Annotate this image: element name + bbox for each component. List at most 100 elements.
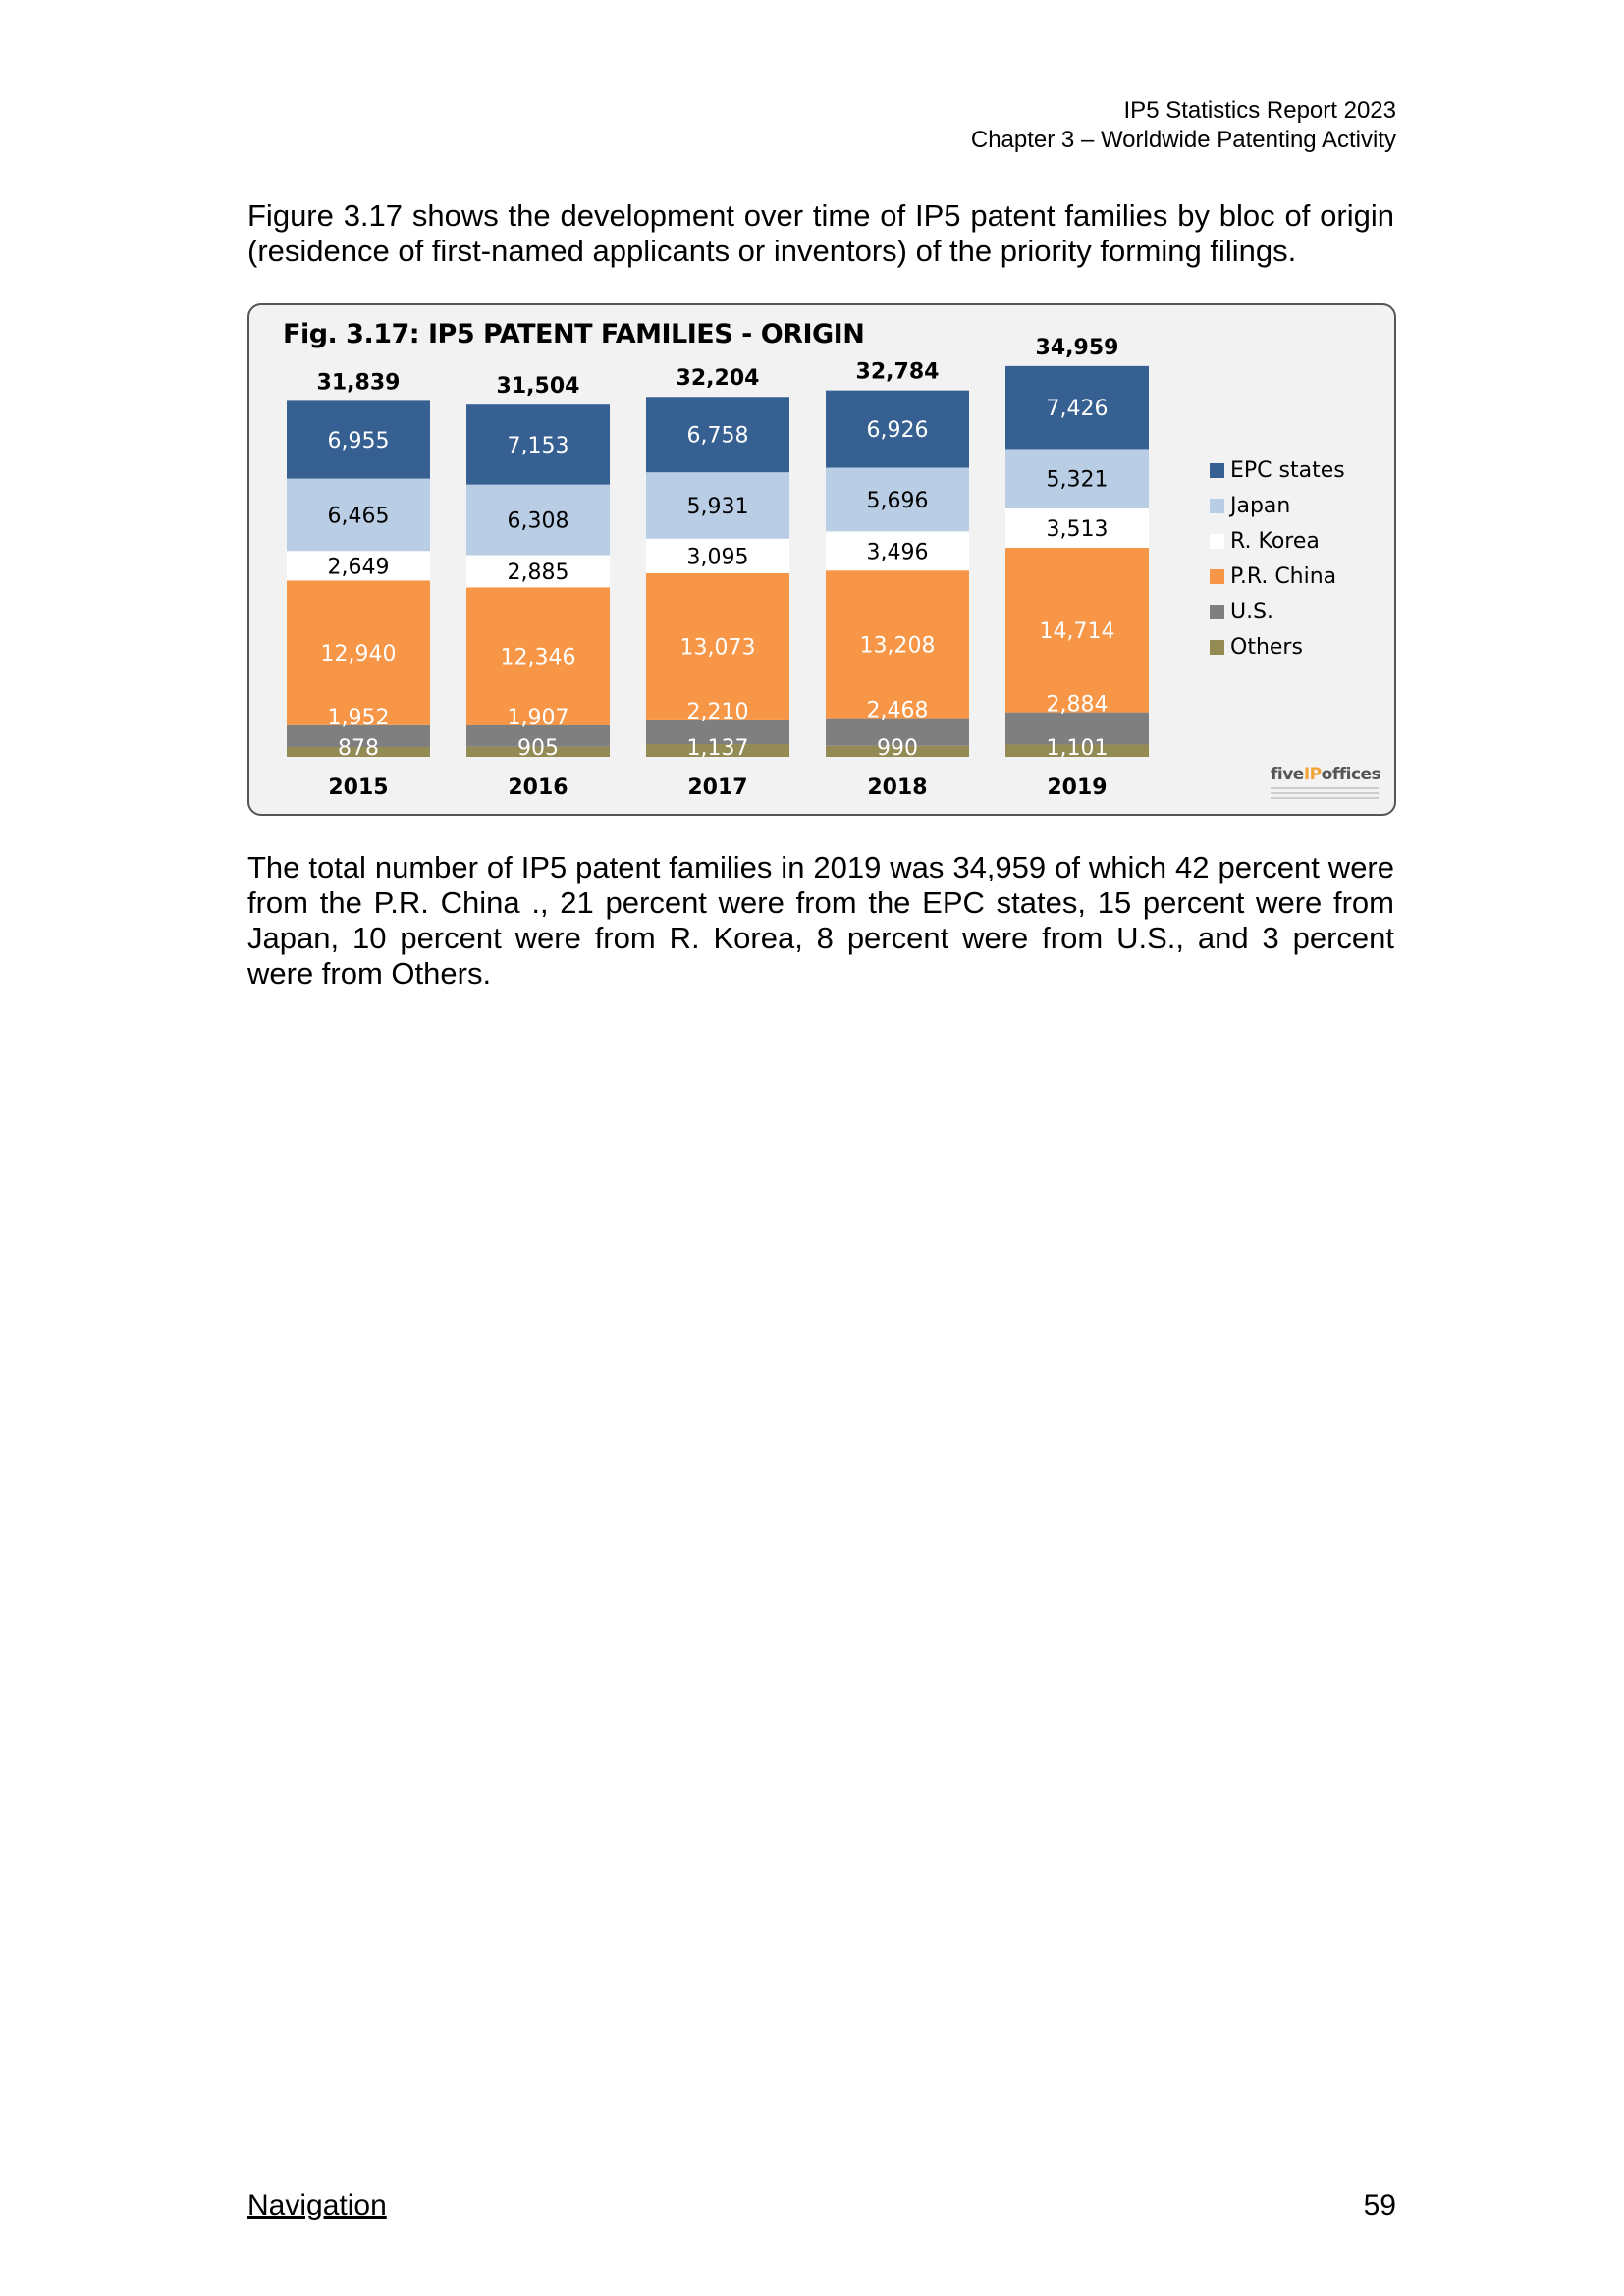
page-number: 59 xyxy=(1363,2189,1396,2221)
logo-text-five: five xyxy=(1271,765,1304,784)
x-tick-label: 2019 xyxy=(1047,775,1107,800)
segment-label: 6,465 xyxy=(328,504,390,528)
chapter-title: Chapter 3 – Worldwide Patenting Activity xyxy=(970,127,1396,153)
segment-label: 6,955 xyxy=(328,429,390,454)
segment-label: 6,308 xyxy=(508,509,569,534)
segment-label: 3,513 xyxy=(1047,517,1109,542)
bar-segment xyxy=(646,472,789,539)
figure-panel: Fig. 3.17: IP5 PATENT FAMILIES - ORIGIN … xyxy=(247,303,1396,816)
legend-label: R. Korea xyxy=(1230,528,1320,554)
logo-text-ip: IP xyxy=(1303,765,1322,784)
bar-segment xyxy=(1005,548,1149,713)
stacked-bar-chart: 878 1,952 12,940 2,649 6,465 6,955 31,839 2015 9… xyxy=(287,336,1149,800)
bar-segment xyxy=(1005,712,1149,745)
segment-label: 2,885 xyxy=(508,561,569,585)
bar-segment xyxy=(287,478,430,552)
segment-label: 7,153 xyxy=(508,434,569,458)
intro-paragraph: Figure 3.17 shows the development over t… xyxy=(247,198,1394,268)
bar-segment xyxy=(287,747,430,757)
total-label: 32,204 xyxy=(677,366,760,391)
segment-label: 5,696 xyxy=(867,489,929,513)
segment-label: 1,952 xyxy=(328,706,390,730)
bar-segment xyxy=(826,745,969,757)
segment-label: 12,940 xyxy=(321,642,397,667)
legend-swatch xyxy=(1210,498,1224,513)
segment-label: 2,884 xyxy=(1047,693,1109,718)
bar-segment xyxy=(466,484,610,556)
bar-segment xyxy=(826,390,969,468)
bar-segment xyxy=(646,719,789,745)
bar-segment xyxy=(646,397,789,473)
legend-label: U.S. xyxy=(1230,599,1274,624)
segment-label: 2,210 xyxy=(687,700,749,724)
bar-segment xyxy=(287,551,430,581)
x-tick-label: 2017 xyxy=(687,775,747,800)
report-title: IP5 Statistics Report 2023 xyxy=(1123,97,1396,124)
segment-label: 1,907 xyxy=(508,706,569,730)
total-label: 32,784 xyxy=(856,360,940,385)
legend-label: P.R. China xyxy=(1230,563,1337,589)
legend-item: Others xyxy=(1210,629,1345,665)
segment-label: 7,426 xyxy=(1047,397,1109,421)
navigation-link[interactable]: Navigation xyxy=(247,2189,387,2221)
total-label: 31,839 xyxy=(317,370,401,395)
bar-segment xyxy=(287,724,430,748)
bar-segment xyxy=(466,746,610,757)
logo-subtitle-lines xyxy=(1271,787,1380,799)
legend-swatch xyxy=(1210,533,1224,549)
summary-paragraph: The total number of IP5 patent families … xyxy=(247,850,1394,990)
chart-legend: EPC states Japan R. Korea P.R. China U.S. Oth… xyxy=(1210,453,1345,665)
total-label: 31,504 xyxy=(497,374,580,399)
legend-swatch xyxy=(1210,604,1224,619)
segment-label: 2,468 xyxy=(867,699,929,723)
page-header: IP5 Statistics Report 2023 Chapter 3 – W… xyxy=(971,96,1396,155)
segment-label: 905 xyxy=(517,736,559,761)
segment-label: 1,137 xyxy=(687,736,749,761)
legend-label: EPC states xyxy=(1230,457,1345,483)
legend-swatch xyxy=(1210,639,1224,655)
segment-label: 6,926 xyxy=(867,418,929,443)
bar-segment xyxy=(826,718,969,746)
bar-segment xyxy=(646,572,789,720)
bar-segment xyxy=(646,538,789,573)
segment-label: 2,649 xyxy=(328,555,390,579)
figure-title: Fig. 3.17: IP5 PATENT FAMILIES - ORIGIN xyxy=(283,319,865,349)
segment-label: 14,714 xyxy=(1040,619,1115,644)
bar-segment xyxy=(466,555,610,588)
fiveipoffices-logo: fiveIPoffices xyxy=(1271,765,1381,799)
segment-label: 3,095 xyxy=(687,545,749,569)
bar-segment xyxy=(826,467,969,532)
x-tick-label: 2018 xyxy=(867,775,927,800)
bar-segment xyxy=(1005,449,1149,509)
segment-label: 6,758 xyxy=(687,424,749,449)
logo-text-offices: offices xyxy=(1321,765,1381,784)
x-tick-label: 2016 xyxy=(508,775,568,800)
bar-segment xyxy=(287,400,430,479)
bar-segment xyxy=(646,744,789,757)
segment-label: 12,346 xyxy=(501,646,576,670)
segment-label: 3,496 xyxy=(867,540,929,564)
legend-item: EPC states xyxy=(1210,453,1345,488)
bar-segment xyxy=(826,531,969,571)
total-label: 34,959 xyxy=(1036,336,1119,360)
x-tick-label: 2015 xyxy=(328,775,388,800)
bar-segment xyxy=(466,587,610,725)
bar-segment xyxy=(466,404,610,485)
bar-segment xyxy=(466,724,610,747)
segment-label: 13,073 xyxy=(680,635,756,660)
segment-label: 5,321 xyxy=(1047,468,1109,493)
legend-swatch xyxy=(1210,462,1224,478)
bar-segment xyxy=(1005,744,1149,757)
segment-label: 13,208 xyxy=(860,633,936,658)
legend-label: Japan xyxy=(1230,493,1291,518)
legend-item: U.S. xyxy=(1210,594,1345,629)
bar-segment xyxy=(287,580,430,725)
bar-segment xyxy=(826,570,969,719)
segment-label: 878 xyxy=(338,736,379,761)
legend-item: Japan xyxy=(1210,488,1345,523)
legend-item: R. Korea xyxy=(1210,523,1345,559)
segment-label: 1,101 xyxy=(1047,736,1109,761)
segment-label: 990 xyxy=(877,736,918,761)
segment-label: 5,931 xyxy=(687,495,749,519)
legend-label: Others xyxy=(1230,634,1303,660)
